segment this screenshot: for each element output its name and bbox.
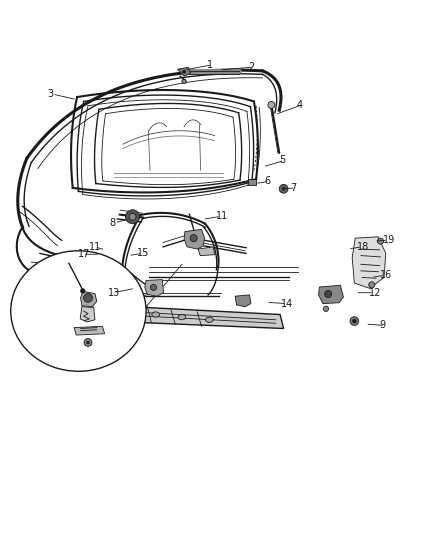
Circle shape: [282, 187, 286, 191]
Text: 3: 3: [47, 89, 53, 99]
Polygon shape: [177, 67, 191, 76]
Polygon shape: [145, 280, 163, 296]
Text: 7: 7: [290, 183, 297, 193]
Circle shape: [182, 70, 186, 74]
FancyBboxPatch shape: [248, 179, 256, 185]
Text: 11: 11: [89, 242, 102, 252]
Circle shape: [279, 184, 288, 193]
Circle shape: [378, 238, 384, 244]
Text: 17: 17: [78, 249, 90, 259]
Polygon shape: [198, 247, 215, 256]
Circle shape: [190, 235, 197, 241]
Text: 1: 1: [207, 60, 213, 70]
Text: 14: 14: [282, 298, 294, 309]
Polygon shape: [318, 285, 343, 304]
Text: 2: 2: [249, 62, 255, 72]
Text: 11: 11: [216, 211, 228, 221]
Text: 16: 16: [380, 270, 392, 280]
Polygon shape: [81, 292, 97, 306]
Circle shape: [86, 341, 90, 344]
Circle shape: [129, 213, 136, 220]
Circle shape: [84, 294, 92, 302]
Text: 9: 9: [380, 320, 386, 330]
Ellipse shape: [152, 312, 159, 317]
Polygon shape: [131, 306, 284, 328]
Circle shape: [323, 306, 328, 311]
Polygon shape: [80, 306, 95, 322]
Text: 5: 5: [279, 156, 286, 165]
Text: 6: 6: [265, 176, 271, 187]
Polygon shape: [184, 229, 205, 249]
Circle shape: [350, 317, 359, 326]
Ellipse shape: [11, 251, 146, 372]
Circle shape: [268, 101, 275, 108]
Text: 8: 8: [109, 218, 115, 228]
Text: 19: 19: [383, 235, 395, 245]
Circle shape: [150, 285, 156, 290]
Circle shape: [126, 210, 140, 224]
Polygon shape: [74, 326, 105, 335]
Text: 13: 13: [108, 288, 120, 298]
Text: 18: 18: [357, 242, 369, 252]
Text: 4: 4: [297, 100, 303, 110]
Circle shape: [80, 288, 85, 294]
Text: 12: 12: [369, 288, 381, 298]
Polygon shape: [235, 295, 251, 306]
Circle shape: [84, 338, 92, 346]
Circle shape: [325, 290, 332, 297]
Ellipse shape: [178, 314, 186, 320]
Polygon shape: [352, 237, 386, 288]
Circle shape: [352, 319, 357, 323]
Ellipse shape: [205, 317, 213, 322]
Circle shape: [369, 282, 375, 288]
Circle shape: [182, 79, 186, 84]
Text: 15: 15: [138, 248, 150, 259]
